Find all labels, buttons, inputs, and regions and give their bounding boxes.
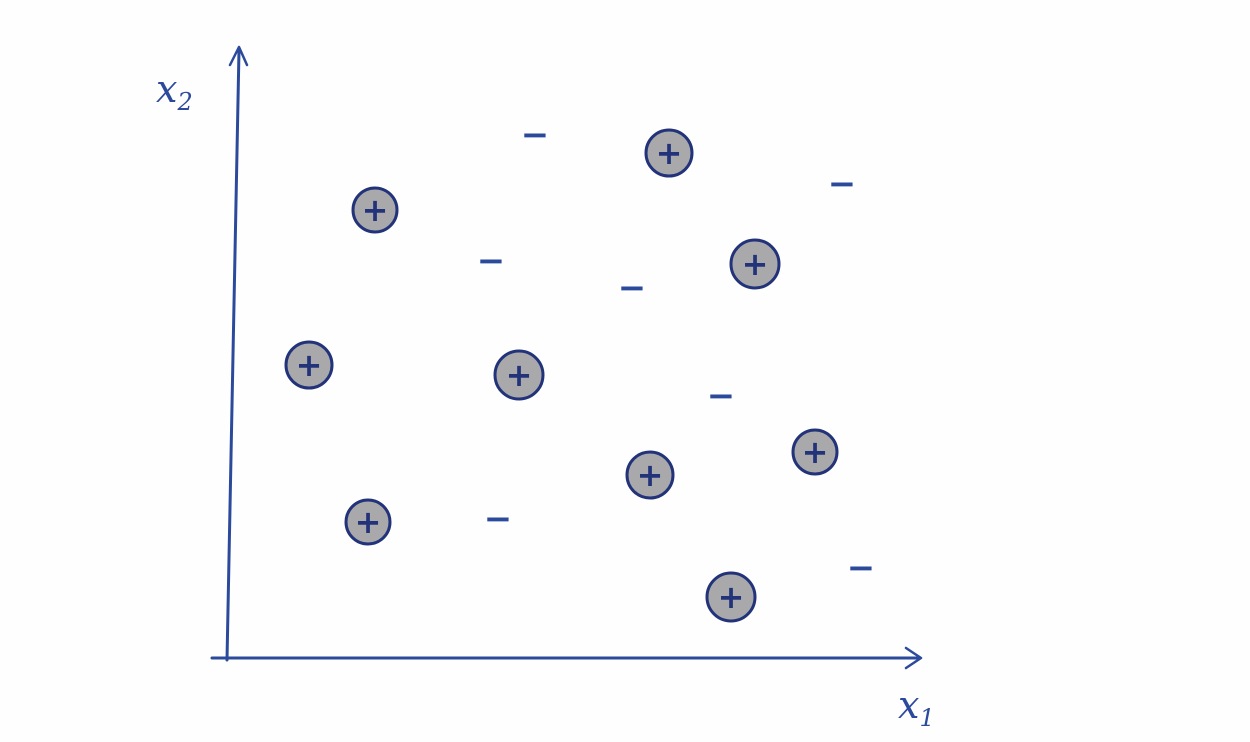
negative-symbol: − — [707, 376, 736, 416]
positive-point: + — [791, 428, 839, 476]
y-axis-label-letter: x — [156, 67, 177, 111]
negative-symbol: − — [521, 115, 550, 155]
x-axis-label: x1 — [898, 683, 935, 732]
positive-symbol: + — [637, 456, 664, 494]
positive-symbol: + — [656, 134, 683, 172]
positive-marker-circle — [644, 128, 694, 178]
negative-symbol: − — [828, 164, 857, 204]
positive-symbol: + — [362, 191, 389, 229]
negative-symbol: − — [847, 548, 876, 588]
negative-point: − — [847, 548, 876, 588]
positive-point: + — [284, 340, 334, 390]
y-axis-label: x2 — [156, 67, 193, 116]
y-axis-line — [225, 48, 241, 662]
data-points: + + + + + + + + + − − − − − − − — [284, 115, 876, 623]
positive-marker-circle — [625, 450, 675, 500]
positive-symbol: + — [718, 578, 745, 616]
negative-point: − — [828, 164, 857, 204]
x-axis-label-letter: x — [898, 683, 919, 727]
positive-point: + — [344, 498, 392, 546]
y-axis-arrowhead — [228, 45, 249, 67]
negative-symbol: − — [484, 499, 513, 539]
positive-point: + — [705, 571, 757, 623]
positive-point: + — [625, 450, 675, 500]
positive-symbol: + — [506, 356, 533, 394]
negative-point: − — [477, 241, 506, 281]
negative-symbol: − — [477, 241, 506, 281]
positive-symbol: + — [802, 433, 829, 471]
x-axis-arrowhead — [904, 646, 923, 670]
positive-point: + — [493, 349, 545, 401]
positive-point: + — [729, 238, 781, 290]
y-axis-label-subscript: 2 — [176, 88, 192, 116]
positive-marker-circle — [705, 571, 757, 623]
negative-symbol: − — [618, 268, 647, 308]
positive-marker-circle — [791, 428, 839, 476]
positive-symbol: + — [742, 245, 769, 283]
positive-symbol: + — [355, 503, 382, 541]
positive-marker-circle — [493, 349, 545, 401]
positive-marker-circle — [729, 238, 781, 290]
axes — [210, 45, 923, 670]
negative-point: − — [618, 268, 647, 308]
negative-point: − — [484, 499, 513, 539]
positive-point: + — [351, 186, 399, 234]
x-axis-label-subscript: 1 — [919, 704, 934, 732]
positive-marker-circle — [351, 186, 399, 234]
positive-symbol: + — [296, 346, 323, 384]
negative-point: − — [521, 115, 550, 155]
negative-point: − — [707, 376, 736, 416]
positive-marker-circle — [344, 498, 392, 546]
positive-marker-circle — [284, 340, 334, 390]
positive-point: + — [644, 128, 694, 178]
